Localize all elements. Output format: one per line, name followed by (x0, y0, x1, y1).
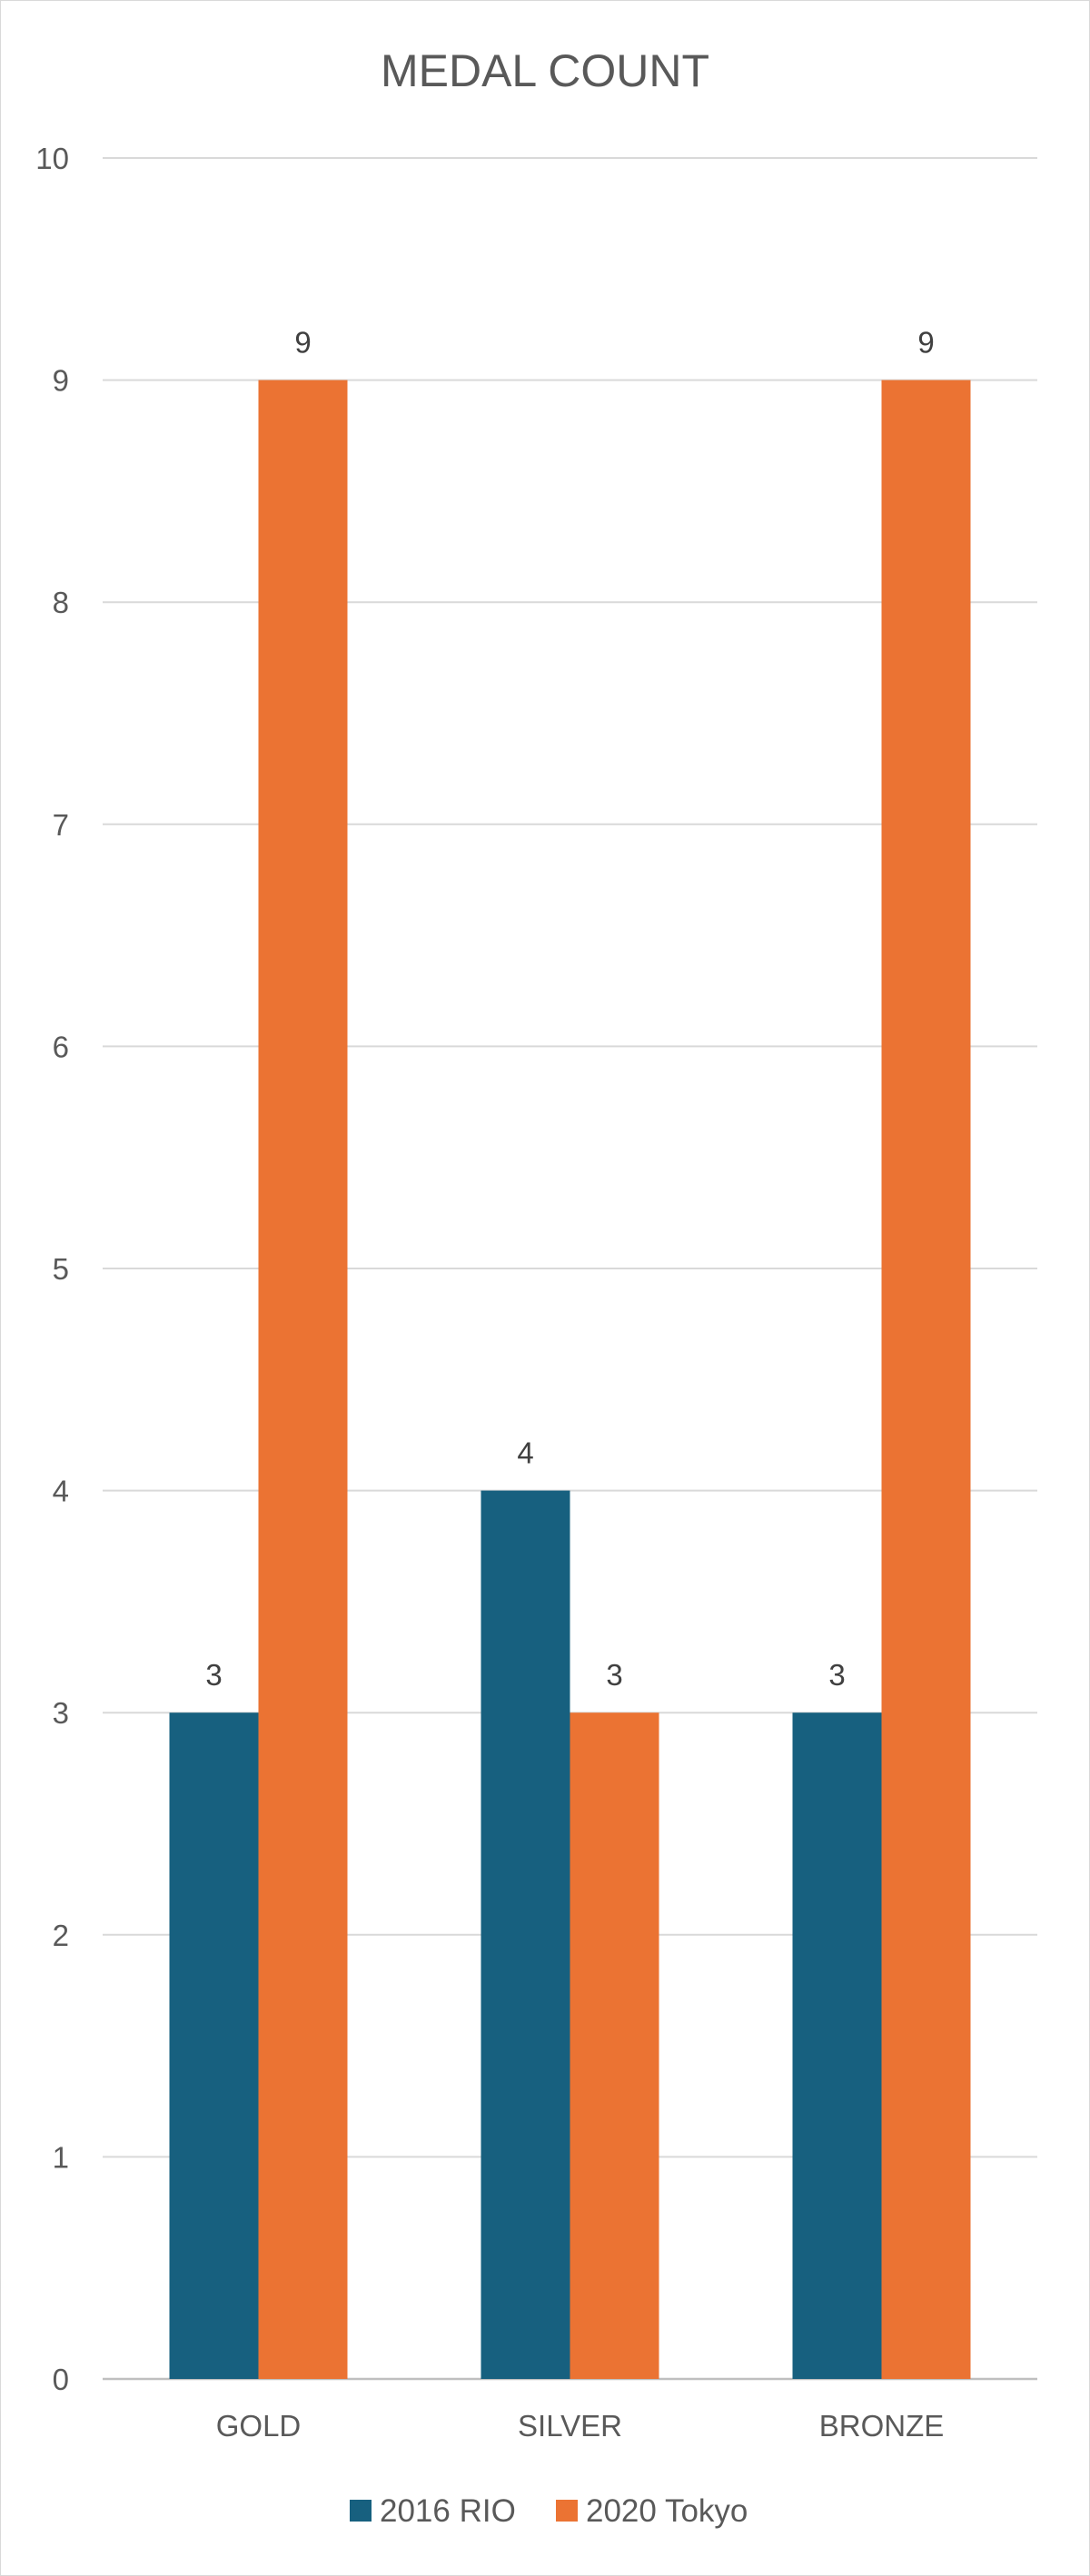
data-label: 4 (517, 1436, 533, 1470)
y-axis-ticks: 0 1 2 3 4 5 6 7 8 9 10 (35, 142, 69, 2396)
legend-swatch (556, 2500, 578, 2522)
bar-gold-series-2 (258, 380, 348, 2379)
y-tick-label: 6 (53, 1030, 69, 1063)
y-tick-label: 1 (53, 2140, 69, 2174)
data-label: 3 (606, 1658, 622, 1692)
y-tick-label: 9 (53, 364, 69, 398)
bar-gold-series-1 (169, 1712, 259, 2379)
y-tick-label: 3 (53, 1696, 69, 1730)
x-axis-categories: GOLD SILVER BRONZE (216, 2409, 945, 2443)
legend[interactable]: 2016 RIO 2020 Tokyo (350, 2493, 748, 2529)
category-label-bronze: BRONZE (819, 2409, 945, 2443)
data-label: 9 (294, 326, 311, 360)
bar-bronze-series-1 (792, 1712, 882, 2379)
legend-label: 2016 RIO (380, 2493, 516, 2529)
bar-silver-series-2 (570, 1712, 659, 2379)
y-tick-label: 8 (53, 586, 69, 619)
legend-swatch (350, 2500, 372, 2522)
chart-title: MEDAL COUNT (381, 45, 709, 96)
y-tick-label: 4 (53, 1475, 69, 1508)
data-labels: 3 9 4 3 3 9 (205, 326, 934, 1693)
y-tick-label: 7 (53, 808, 69, 842)
legend-item-2[interactable]: 2020 Tokyo (556, 2493, 748, 2529)
bar-silver-series-1 (481, 1490, 570, 2379)
y-tick-label: 0 (53, 2363, 69, 2396)
bar-bronze-series-2 (881, 380, 971, 2379)
legend-item-1[interactable]: 2016 RIO (350, 2493, 516, 2529)
category-label-silver: SILVER (518, 2409, 622, 2443)
category-label-gold: GOLD (216, 2409, 302, 2443)
data-label: 3 (205, 1658, 222, 1692)
data-label: 9 (917, 326, 934, 360)
bars (169, 380, 971, 2379)
legend-label: 2020 Tokyo (586, 2493, 748, 2529)
y-tick-label: 5 (53, 1252, 69, 1286)
data-label: 3 (828, 1658, 845, 1692)
y-tick-label: 2 (53, 1919, 69, 1952)
y-tick-label: 10 (35, 142, 69, 175)
